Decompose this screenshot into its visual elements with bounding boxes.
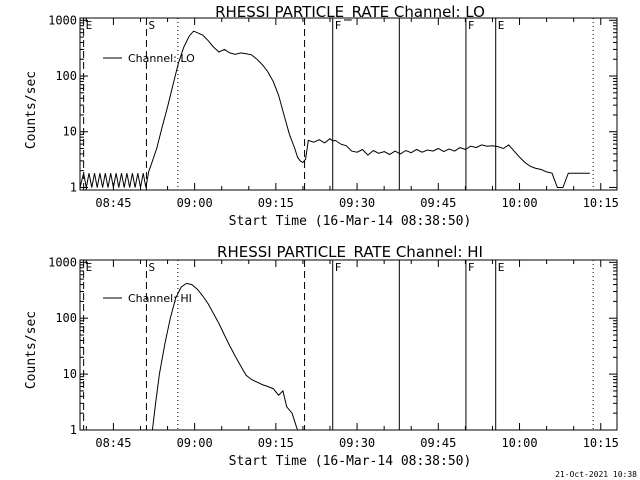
marker-label: F [335,19,342,32]
y-axis-label: Counts/sec [24,71,39,149]
timestamp: 21-Oct-2021 10:38 [555,470,637,479]
plot-frame [79,259,618,431]
x-tick-label: 08:45 [95,196,131,210]
x-tick-label: 10:00 [501,436,537,450]
plot-frame [79,17,618,191]
marker-label: E [498,261,505,274]
x-tick-label: 09:30 [339,436,375,450]
y-tick-label: 1000 [48,255,77,269]
y-tick-label: 100 [55,311,77,325]
legend-label: Channel: LO [128,52,195,65]
chart-panel-lo: RHESSI PARTICLE_RATE Channel: LO Start T… [24,3,619,229]
marker-label: F [335,261,342,274]
x-tick-label: 10:15 [583,196,619,210]
y-tick-label: 1 [70,423,77,437]
y-tick-label: 10 [63,125,77,139]
y-tick-label: 1 [70,180,77,194]
series-line [79,30,590,188]
chart-panel-hi: RHESSI PARTICLE_RATE Channel: HI Start T… [24,243,619,469]
x-tick-label: 09:00 [177,436,213,450]
marker-label: E [86,261,93,274]
marker-label: E [498,19,505,32]
x-tick-label: 09:15 [258,196,294,210]
x-tick-label: 10:15 [583,436,619,450]
y-tick-label: 1000 [48,13,77,27]
x-tick-label: 09:15 [258,436,294,450]
marker-label: S [148,19,155,32]
x-tick-label: 10:00 [501,196,537,210]
x-tick-label: 08:45 [95,436,131,450]
marker-label: F [468,19,475,32]
chart-title: RHESSI PARTICLE_RATE Channel: LO [215,3,485,22]
x-axis-label: Start Time (16-Mar-14 08:38:50) [229,214,472,229]
marker-label: E [86,19,93,32]
y-tick-label: 10 [63,367,77,381]
legend-label: Channel: HI [128,292,192,305]
x-axis-label: Start Time (16-Mar-14 08:38:50) [229,454,472,469]
series-line [151,282,298,431]
chart-title: RHESSI PARTICLE_RATE Channel: HI [217,243,483,262]
marker-label: F [468,261,475,274]
x-tick-label: 09:45 [420,436,456,450]
x-tick-label: 09:00 [177,196,213,210]
x-tick-label: 09:45 [420,196,456,210]
marker-label: S [148,261,155,274]
y-axis-label: Counts/sec [24,311,39,389]
y-tick-label: 100 [55,69,77,83]
x-tick-label: 09:30 [339,196,375,210]
